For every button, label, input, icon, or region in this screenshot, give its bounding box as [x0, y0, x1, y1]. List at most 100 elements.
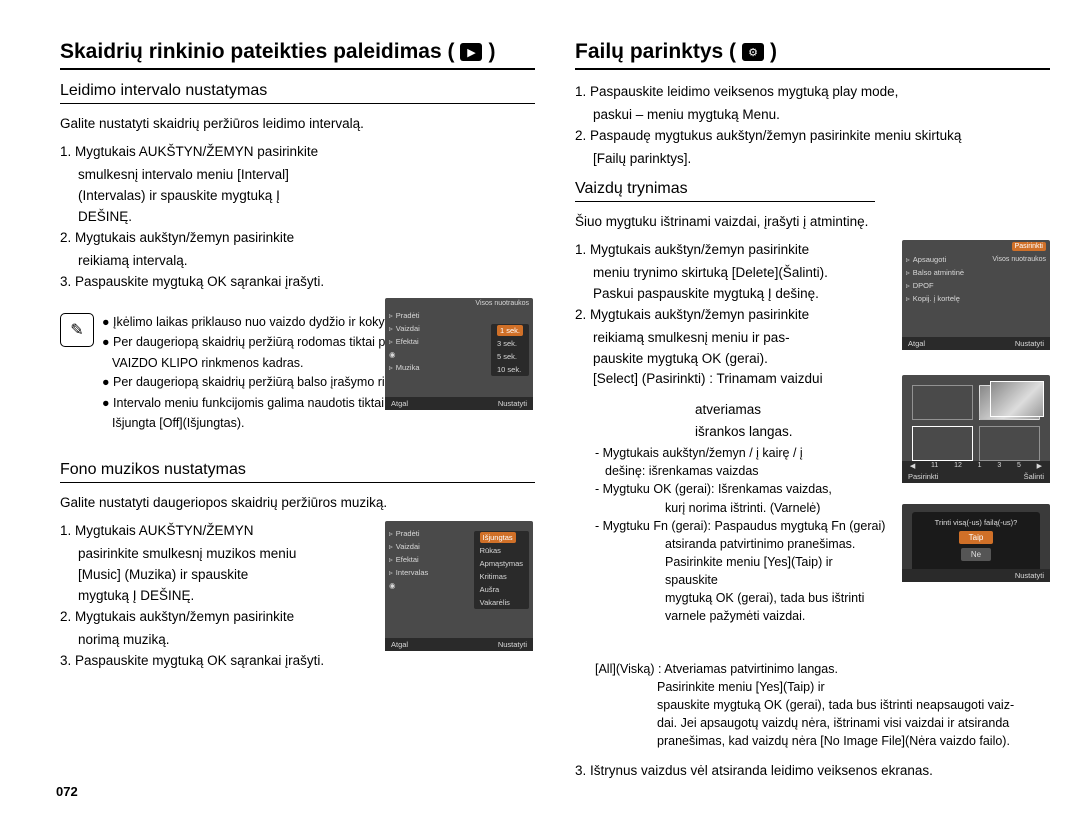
- step: 2. Mygtukais aukštyn/žemyn pasirinkite: [575, 305, 888, 326]
- interval-intro: Galite nustatyti skaidrių peržiūros leid…: [60, 114, 535, 134]
- right-title-row: Failų parinktys ( ⚙ ): [575, 40, 1050, 70]
- right-top-steps: 1. Paspauskite leidimo veiksenos mygtuką…: [575, 82, 1050, 170]
- text: varnele pažymėti vaizdai.: [595, 607, 888, 625]
- right-title: Failų parinktys (: [575, 40, 736, 64]
- step: [Select] (Pasirinkti) : Trinamam vaizdui: [575, 369, 888, 390]
- left-column: Skaidrių rinkinio pateikties paleidimas …: [60, 40, 535, 809]
- dropdown-item: 3 sek.: [491, 337, 529, 350]
- dropdown-sel: Išjungtas: [480, 532, 516, 543]
- step: [Failų parinktys].: [575, 149, 1050, 170]
- text: dešinę: išrenkamas vaizdas: [595, 462, 888, 480]
- num: 11: [931, 462, 938, 470]
- left-title: Skaidrių rinkinio pateikties paleidimas …: [60, 40, 454, 64]
- note: Išjungta [Off](Išjungtas).: [102, 414, 505, 433]
- delete-intro: Šiuo mygtuku ištrinami vaizdai, įrašyti …: [575, 212, 1050, 232]
- num: 3: [997, 462, 1001, 470]
- confirm-text: Trinti visą(-us) failą(-us)?: [935, 518, 1018, 527]
- menu-item: Balso atmintinė: [913, 268, 964, 277]
- step: 1. Paspauskite leidimo veiksenos mygtuką…: [575, 82, 1050, 103]
- text: atsiranda patvirtinimo pranešimas.: [595, 535, 888, 553]
- text: spauskite mygtuką OK (gerai), tada bus i…: [595, 696, 1050, 714]
- music-intro: Galite nustatyti daugeriopos skaidrių pe…: [60, 493, 535, 513]
- step: 2. Paspaudę mygtukus aukštyn/žemyn pasir…: [575, 126, 1050, 147]
- music-heading: Fono muzikos nustatymas: [60, 461, 535, 483]
- mini-thumb-grid-ui: ◀ 11 12 1 3 5 ▶ Pasirinkti Šalinti: [902, 375, 1050, 483]
- dropdown-item: 10 sek.: [491, 363, 529, 376]
- step: 1. Mygtukais AUKŠTYN/ŽEMYN: [60, 521, 373, 542]
- footer-label: Nustatyti: [498, 399, 527, 408]
- interval-heading: Leidimo intervalo nustatymas: [60, 82, 535, 104]
- footer-label: Pasirinkti: [908, 472, 938, 481]
- file-options-icon: ⚙: [742, 43, 764, 61]
- footer-label: Atgal: [391, 640, 408, 649]
- menu-item: Efektai: [396, 555, 419, 564]
- num: 5: [1017, 462, 1021, 470]
- step: paskui – meniu mygtuką Menu.: [575, 105, 1050, 126]
- step: 3. Paspauskite mygtuką OK sąrankai įrašy…: [60, 272, 373, 293]
- section-interval: Leidimo intervalo nustatymas Galite nust…: [60, 82, 535, 433]
- step: 2. Mygtukais aukštyn/žemyn pasirinkite: [60, 228, 373, 249]
- step: 1. Mygtukais aukštyn/žemyn pasirinkite: [575, 240, 888, 261]
- step: meniu trynimo skirtuką [Delete](Šalinti)…: [575, 263, 888, 284]
- dropdown-sel: Pasirinkti: [1012, 242, 1046, 251]
- step: 3. Ištrynus vaizdus vėl atsiranda leidim…: [575, 761, 1050, 782]
- mini-interval-ui: Visos nuotraukos ▹Pradėti ▹Vaizdai:Išjun…: [385, 298, 533, 410]
- interval-steps: 1. Mygtukais AUKŠTYN/ŽEMYN pasirinkite s…: [60, 142, 373, 292]
- inset-text: atveriamas išrankos langas.: [575, 400, 888, 443]
- page-number: 072: [56, 784, 78, 799]
- num: 12: [954, 462, 962, 470]
- text: Pasirinkite meniu [Yes](Taip) ir spauski…: [595, 553, 888, 589]
- dropdown-item: Vakarėlis: [474, 596, 529, 609]
- footer-label: Nustatyti: [1015, 339, 1044, 348]
- right-title-close: ): [770, 40, 777, 64]
- menu-item: Vaizdai: [396, 324, 420, 333]
- step: pasirinkite smulkesnį muzikos meniu: [60, 544, 373, 565]
- section-delete: Vaizdų trynimas Šiuo mygtuku ištrinami v…: [575, 180, 1050, 782]
- all-block: [All](Viską) : Atveriamas patvirtinimo l…: [575, 660, 1050, 751]
- step: 2. Mygtukais aukštyn/žemyn pasirinkite: [60, 607, 373, 628]
- footer-label: Šalinti: [1024, 472, 1044, 481]
- label: Visos nuotraukos: [475, 300, 529, 307]
- step: norimą muziką.: [60, 630, 373, 651]
- menu-item: Efektai: [396, 337, 419, 346]
- menu-item: Apsaugoti: [913, 255, 946, 264]
- text: [All](Viską) : Atveriamas patvirtinimo l…: [595, 660, 1050, 678]
- text: Pasirinkite meniu [Yes](Taip) ir: [595, 678, 1050, 696]
- dropdown-item: Kritimas: [474, 570, 529, 583]
- page-layout: Skaidrių rinkinio pateikties paleidimas …: [60, 40, 1050, 809]
- yes-button: Taip: [959, 531, 994, 544]
- text: pranešimas, kad vaizdų nėra [No Image Fi…: [595, 732, 1050, 750]
- step: reikiamą intervalą.: [60, 251, 373, 272]
- step: 3. Paspauskite mygtuką OK sąrankai įrašy…: [60, 651, 373, 672]
- note-icon: ✎: [60, 313, 94, 347]
- step: DEŠINĘ.: [60, 207, 373, 228]
- delete-heading: Vaizdų trynimas: [575, 180, 875, 202]
- thumbnail-photo: [990, 381, 1044, 417]
- dropdown-item: Rūkas: [474, 544, 529, 557]
- step: Paskui paspauskite mygtuką Į dešinę.: [575, 284, 888, 305]
- dropdown-item: 5 sek.: [491, 350, 529, 363]
- menu-item: Pradėti: [396, 311, 420, 320]
- step: (Intervalas) ir spauskite mygtuką Į: [60, 186, 373, 207]
- left-title-close: ): [488, 40, 495, 64]
- section-music: Fono muzikos nustatymas Galite nustatyti…: [60, 461, 535, 682]
- num: 1: [978, 462, 982, 470]
- music-steps: 1. Mygtukais AUKŠTYN/ŽEMYN pasirinkite s…: [60, 521, 373, 671]
- step: [Music] (Muzika) ir spauskite: [60, 565, 373, 586]
- dropdown-sel: 1 sek.: [497, 325, 523, 336]
- footer-label: Atgal: [391, 399, 408, 408]
- text: dai. Jei apsaugotų vaizdų nėra, ištrinam…: [595, 714, 1050, 732]
- mini-delete-menu-ui: Pasirinkti ▹ApsaugotiVisos nuotraukos ▹B…: [902, 240, 1050, 350]
- step: smulkesnį intervalo meniu [Interval]: [60, 165, 373, 186]
- no-button: Ne: [961, 548, 991, 561]
- dropdown-item: Apmąstymas: [474, 557, 529, 570]
- menu-item: Muzika: [396, 363, 420, 372]
- step: pauskite mygtuką OK (gerai).: [575, 349, 888, 370]
- mini-confirm-ui: Trinti visą(-us) failą(-us)? Taip Ne Nus…: [902, 504, 1050, 582]
- delete-bullets: - Mygtukais aukštyn/žemyn / į kairę / į …: [575, 444, 888, 625]
- right-column: Failų parinktys ( ⚙ ) 1. Paspauskite lei…: [575, 40, 1050, 809]
- step: reikiamą smulkesnį meniu ir pas-: [575, 328, 888, 349]
- text: kurį norima ištrinti. (Varnelė): [595, 499, 888, 517]
- label: Visos nuotraukos: [992, 256, 1046, 263]
- mini-music-ui: ▹Pradėti ▹Vaizdai ▹Efektai ▹Intervalas ◉…: [385, 521, 533, 651]
